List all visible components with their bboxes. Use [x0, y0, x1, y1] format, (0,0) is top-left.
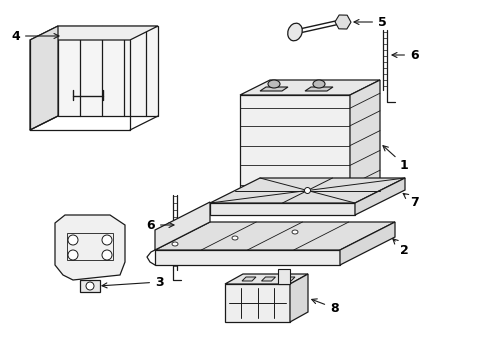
Polygon shape — [55, 215, 125, 280]
Polygon shape — [30, 26, 158, 40]
Ellipse shape — [288, 23, 302, 41]
Circle shape — [86, 282, 94, 290]
Text: 7: 7 — [403, 193, 419, 208]
Polygon shape — [281, 277, 295, 281]
Polygon shape — [225, 274, 308, 284]
Circle shape — [304, 188, 311, 194]
Ellipse shape — [172, 242, 178, 246]
Text: 6: 6 — [392, 49, 418, 62]
Circle shape — [102, 235, 112, 245]
Polygon shape — [80, 280, 100, 292]
Ellipse shape — [313, 80, 325, 88]
Text: 3: 3 — [102, 275, 164, 288]
Text: 5: 5 — [354, 15, 387, 28]
Polygon shape — [340, 222, 395, 265]
Polygon shape — [225, 284, 290, 322]
Text: 4: 4 — [11, 30, 59, 42]
Polygon shape — [350, 80, 380, 205]
Polygon shape — [210, 178, 405, 203]
Text: 1: 1 — [383, 146, 409, 171]
Polygon shape — [278, 269, 290, 284]
Ellipse shape — [292, 230, 298, 234]
Circle shape — [68, 250, 78, 260]
Polygon shape — [240, 80, 380, 95]
Circle shape — [102, 250, 112, 260]
Polygon shape — [155, 250, 340, 265]
Polygon shape — [155, 202, 210, 250]
Polygon shape — [210, 203, 355, 215]
Polygon shape — [290, 274, 308, 322]
Polygon shape — [262, 277, 275, 281]
Text: 6: 6 — [147, 219, 174, 231]
Polygon shape — [240, 95, 350, 205]
Polygon shape — [58, 26, 158, 116]
Polygon shape — [355, 178, 405, 215]
Circle shape — [68, 235, 78, 245]
Polygon shape — [155, 222, 395, 250]
Polygon shape — [30, 26, 58, 130]
Text: 2: 2 — [393, 239, 409, 256]
Polygon shape — [305, 87, 333, 91]
Polygon shape — [260, 87, 288, 91]
Ellipse shape — [232, 236, 238, 240]
Text: 8: 8 — [312, 299, 339, 315]
Ellipse shape — [268, 80, 280, 88]
Polygon shape — [242, 277, 256, 281]
